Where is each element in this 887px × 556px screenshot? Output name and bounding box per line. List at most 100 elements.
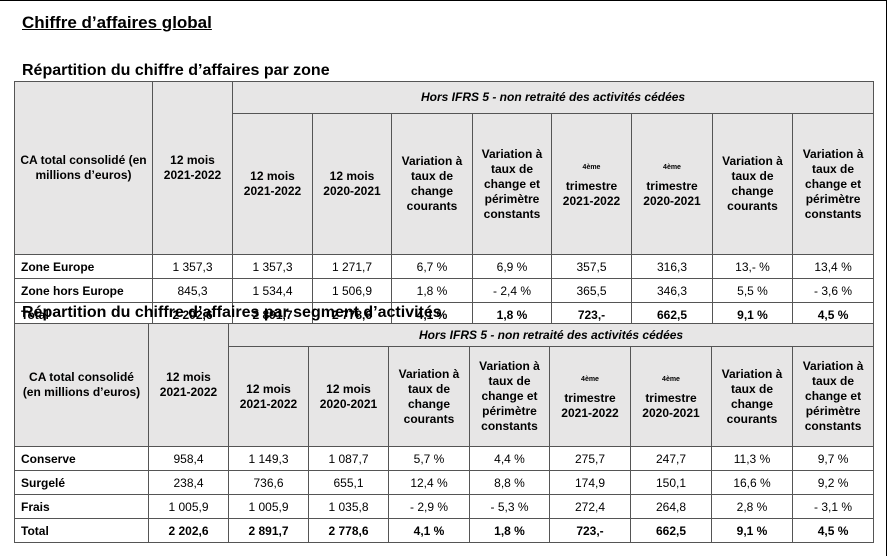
cell-value: 2 891,7: [232, 302, 313, 327]
section-title-zone: Répartition du chiffre d’affaires par zo…: [22, 62, 330, 79]
section-title-segment: Répartition du chiffre d’affaires par se…: [22, 304, 442, 321]
cell-value: 9,1 %: [712, 302, 793, 327]
cell-value: 2 891,7: [228, 518, 309, 543]
cell-value: - 2,4 %: [472, 278, 552, 303]
table-row: Surgelé 238,4 736,6 655,1 12,4 % 8,8 % 1…: [14, 470, 875, 495]
cell-value: - 5,3 %: [469, 494, 550, 519]
cell-value: 4,5 %: [791, 302, 875, 327]
table-row-total: Total 2 202,6 2 891,7 2 778,6 4,1 % 1,8 …: [14, 302, 875, 327]
table-zone: CA total consolidé (en millions d’euros)…: [14, 80, 875, 327]
header-12m-2021-2022: 12 mois 2021-2022: [232, 113, 313, 255]
cell-value: 13,- %: [712, 254, 793, 279]
cell-value: 736,6: [228, 470, 309, 495]
header-q4-2021-2022: 4ème trimestre 2021-2022: [551, 113, 632, 255]
cell-value: - 3,6 %: [791, 278, 875, 303]
cell-value: 16,6 %: [711, 470, 793, 495]
header-q4-variation-courants: Variation à taux de change courants: [712, 113, 793, 255]
cell-value: 357,5: [551, 254, 632, 279]
table-row: Zone hors Europe 845,3 1 534,4 1 506,9 1…: [14, 278, 875, 303]
cell-value: 845,3: [152, 278, 233, 303]
table-row: Zone Europe 1 357,3 1 357,3 1 271,7 6,7 …: [14, 254, 875, 279]
header-12m-2021-2022-total: 12 mois 2021-2022: [148, 323, 229, 447]
cell-value: 174,9: [549, 470, 631, 495]
table-row: Frais 1 005,9 1 005,9 1 035,8 - 2,9 % - …: [14, 494, 875, 519]
cell-value: 4,4 %: [469, 446, 550, 471]
cell-value: 1 506,9: [312, 278, 392, 303]
cell-value: 1,8 %: [391, 278, 473, 303]
cell-value: 723,-: [551, 302, 632, 327]
header-q4-sup: 4ème: [662, 376, 680, 383]
cell-value: 958,4: [148, 446, 229, 471]
table-row-total: Total 2 202,6 2 891,7 2 778,6 4,1 % 1,8 …: [14, 518, 875, 543]
cell-value: 5,5 %: [712, 278, 793, 303]
header-12m-2021-2022: 12 mois 2021-2022: [228, 346, 309, 447]
row-label: Conserve: [14, 446, 149, 471]
frame-top-border: [0, 0, 887, 1]
header-band-hors-ifrs5: Hors IFRS 5 - non retraité des activités…: [227, 323, 875, 347]
cell-value: 1 005,9: [148, 494, 229, 519]
header-variation-courants: Variation à taux de change courants: [388, 346, 470, 447]
header-band-hors-ifrs5: Hors IFRS 5 - non retraité des activités…: [231, 80, 875, 115]
cell-value: 1 035,8: [308, 494, 389, 519]
row-label: Zone Europe: [14, 254, 153, 279]
cell-value: 1 005,9: [228, 494, 309, 519]
header-q4-2020-2021: 4ème trimestre 2020-2021: [631, 113, 713, 255]
cell-value: 272,4: [549, 494, 631, 519]
cell-value: 662,5: [630, 518, 712, 543]
cell-value: 9,1 %: [711, 518, 793, 543]
row-label: Surgelé: [14, 470, 149, 495]
cell-value: 2,8 %: [711, 494, 793, 519]
cell-value: 6,9 %: [472, 254, 552, 279]
header-q4-2020-2021: 4ème trimestre 2020-2021: [630, 346, 712, 447]
cell-value: 247,7: [630, 446, 712, 471]
row-label: Frais: [14, 494, 149, 519]
header-ca-total: CA total consolidé (en millions d’euros): [14, 81, 153, 255]
cell-value: 264,8: [630, 494, 712, 519]
cell-value: 1 357,3: [232, 254, 313, 279]
cell-value: 5,7 %: [388, 446, 470, 471]
header-q4-sup: 4ème: [582, 163, 601, 171]
cell-value: 4,5 %: [791, 518, 875, 543]
cell-value: 2 778,6: [312, 302, 392, 327]
cell-value: 1,8 %: [469, 518, 550, 543]
header-q4-label: trimestre 2020-2021: [643, 178, 701, 208]
cell-value: 4,1 %: [388, 518, 470, 543]
header-12m-2021-2022-total: 12 mois 2021-2022: [152, 81, 233, 255]
cell-value: 1 087,7: [308, 446, 389, 471]
cell-value: 1,8 %: [472, 302, 552, 327]
cell-value: 662,5: [631, 302, 713, 327]
header-q4-variation-constants: Variation à taux de change et périmètre …: [791, 113, 875, 255]
cell-value: 316,3: [631, 254, 713, 279]
cell-value: 1 357,3: [152, 254, 233, 279]
cell-value: 6,7 %: [391, 254, 473, 279]
cell-value: 4,1 %: [391, 302, 473, 327]
row-label: Total: [14, 518, 149, 543]
header-q4-2021-2022: 4ème trimestre 2021-2022: [549, 346, 631, 447]
cell-value: 723,-: [549, 518, 631, 543]
header-12m-2020-2021: 12 mois 2020-2021: [312, 113, 392, 255]
cell-value: 2 202,6: [152, 302, 233, 327]
header-q4-label: trimestre 2021-2022: [561, 391, 619, 420]
cell-value: 238,4: [148, 470, 229, 495]
cell-value: 1 534,4: [232, 278, 313, 303]
cell-value: 150,1: [630, 470, 712, 495]
cell-value: 9,2 %: [791, 470, 875, 495]
cell-value: - 2,9 %: [388, 494, 470, 519]
cell-value: 365,5: [551, 278, 632, 303]
page-title: Chiffre d’affaires global: [22, 13, 212, 32]
table-row: Conserve 958,4 1 149,3 1 087,7 5,7 % 4,4…: [14, 446, 875, 471]
cell-value: 12,4 %: [388, 470, 470, 495]
header-q4-label: trimestre 2020-2021: [642, 391, 700, 420]
header-12m-2020-2021: 12 mois 2020-2021: [308, 346, 389, 447]
cell-value: 11,3 %: [711, 446, 793, 471]
header-ca-total: CA total consolidé (en millions d’euros): [14, 323, 149, 447]
cell-value: 1 149,3: [228, 446, 309, 471]
header-q4-variation-courants: Variation à taux de change courants: [711, 346, 793, 447]
cell-value: - 3,1 %: [791, 494, 875, 519]
header-q4-sup: 4ème: [581, 376, 599, 383]
header-variation-courants: Variation à taux de change courants: [391, 113, 473, 255]
row-label: Zone hors Europe: [14, 278, 153, 303]
header-variation-constants: Variation à taux de change et périmètre …: [469, 346, 550, 447]
cell-value: 13,4 %: [791, 254, 875, 279]
cell-value: 8,8 %: [469, 470, 550, 495]
